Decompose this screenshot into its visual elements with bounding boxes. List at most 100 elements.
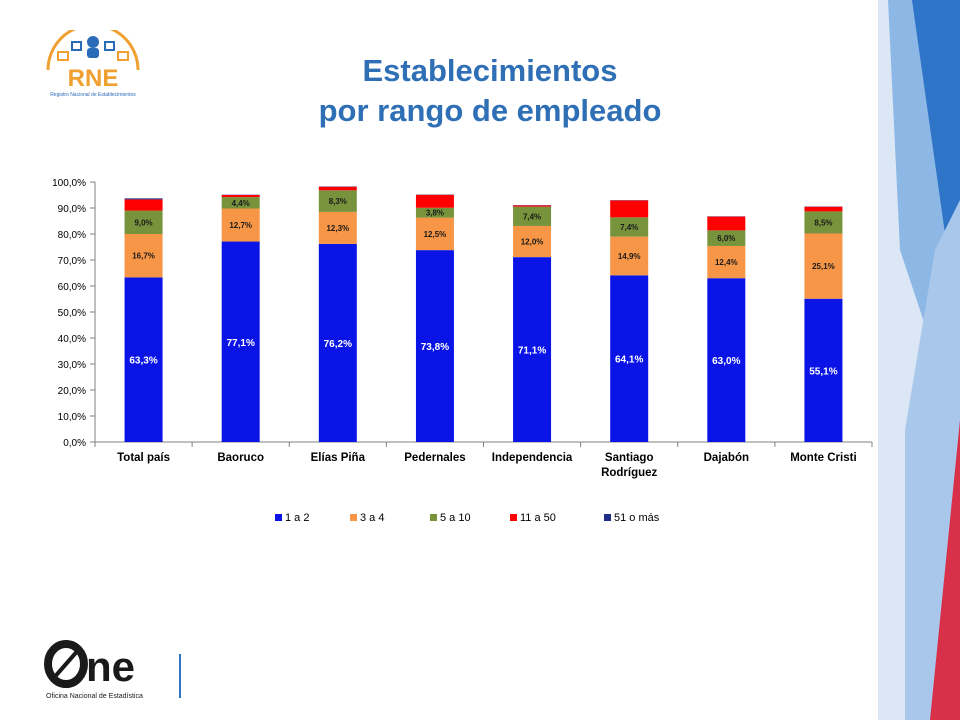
bar-segment: [221, 197, 260, 209]
bar-segment: [415, 207, 454, 218]
data-label: 12,3%: [326, 224, 349, 233]
page-title-line2: por rango de empleado: [318, 93, 662, 128]
bar-segment: [804, 298, 843, 442]
rne-logo: RNE Registro Nacional de Establecimiento…: [46, 30, 140, 98]
x-tick-label: Dajabón: [704, 452, 749, 464]
bar-segment: [415, 250, 454, 442]
y-tick-label: 90,0%: [58, 204, 86, 215]
x-tick-label: Monte Cristi: [790, 452, 856, 464]
chart-data-labels: 63,3% 16,7% 9,0% 77,1% 12,7% 4,4% 76,2% 12,3% 8,…: [129, 197, 837, 377]
data-label: 12,5%: [424, 230, 447, 239]
y-tick-label: 10,0%: [58, 412, 86, 423]
bar-segment: [415, 217, 454, 251]
bar-segment: [804, 206, 843, 212]
bar-segment: [707, 230, 746, 246]
bar-segment: [610, 200, 649, 218]
legend-label: 51 o más: [614, 512, 660, 524]
bar-segment: [415, 194, 454, 208]
data-label: 73,8%: [421, 342, 449, 353]
legend-swatch: [350, 514, 357, 521]
data-label: 12,4%: [715, 258, 738, 267]
bar-segment: [804, 211, 843, 234]
x-tick-label: Rodríguez: [601, 467, 657, 479]
bar-segment: [124, 234, 163, 278]
data-label: 8,5%: [814, 218, 832, 227]
y-tick-label: 60,0%: [58, 282, 86, 293]
bar-segment: [221, 195, 260, 198]
data-label: 63,0%: [712, 356, 740, 367]
bar-segment: [124, 277, 163, 442]
bar-segment: [124, 198, 163, 200]
bar-segment: [513, 257, 552, 442]
y-tick-label: 20,0%: [58, 386, 86, 397]
y-tick-label: 40,0%: [58, 334, 86, 345]
bar-segment: [610, 217, 649, 237]
bar-segment: [221, 208, 260, 242]
data-label: 7,4%: [523, 212, 541, 221]
legend-label: 11 a 50: [520, 512, 556, 524]
data-label: 25,1%: [812, 262, 835, 271]
one-logo-text: ne: [86, 643, 135, 690]
bar-segment: [707, 245, 746, 279]
bar-segment: [804, 233, 843, 299]
chart-bars: [124, 186, 843, 442]
bar-segment: [610, 236, 649, 276]
data-label: 63,3%: [129, 356, 157, 367]
x-tick-label: Pedernales: [404, 452, 465, 464]
bar-segment: [221, 241, 260, 442]
bar-segment: [318, 211, 357, 244]
deco-band-red: [930, 420, 960, 720]
bar-segment: [124, 210, 163, 234]
page-title-line1: Establecimientos: [362, 53, 618, 88]
bar-segment: [318, 243, 357, 442]
x-tick-label: Independencia: [492, 452, 573, 464]
chart-legend: 1 a 2 3 a 4 5 a 10 11 a 50 51 o más: [275, 512, 660, 524]
y-tick-label: 0,0%: [63, 438, 86, 449]
legend-label: 1 a 2: [285, 512, 309, 524]
data-label: 12,0%: [521, 238, 544, 247]
x-tick-label: Santiago: [605, 452, 654, 464]
bar-segment: [513, 205, 552, 207]
bar-segment: [124, 199, 163, 211]
rne-logo-subtitle: Registro Nacional de Establecimientos: [50, 92, 136, 98]
legend-swatch: [604, 514, 611, 521]
data-label: 3,8%: [426, 209, 444, 218]
data-label: 4,4%: [232, 199, 250, 208]
bar-segment: [513, 225, 552, 258]
x-tick-label: Baoruco: [217, 452, 264, 464]
data-label: 16,7%: [132, 252, 155, 261]
legend-swatch: [430, 514, 437, 521]
legend-swatch: [275, 514, 282, 521]
x-tick-label: Total país: [117, 452, 170, 464]
bar-segment: [707, 278, 746, 442]
data-label: 6,0%: [717, 234, 735, 243]
legend-label: 5 a 10: [440, 512, 471, 524]
data-label: 71,1%: [518, 346, 546, 357]
legend-label: 3 a 4: [360, 512, 384, 524]
data-label: 64,1%: [615, 355, 643, 366]
data-label: 12,7%: [229, 221, 252, 230]
data-label: 8,3%: [329, 197, 347, 206]
y-tick-label: 30,0%: [58, 360, 86, 371]
chart-axes: 0,0% 10,0% 20,0% 30,0% 40,0% 50,0% 60,0% 70,0% 8…: [52, 178, 873, 479]
y-tick-label: 70,0%: [58, 256, 86, 267]
x-tick-label: Elías Piña: [311, 452, 366, 464]
y-tick-label: 100,0%: [52, 178, 86, 189]
y-tick-label: 50,0%: [58, 308, 86, 319]
data-label: 14,9%: [618, 252, 641, 261]
data-label: 9,0%: [134, 218, 152, 227]
data-label: 77,1%: [227, 338, 255, 349]
data-label: 76,2%: [324, 339, 352, 350]
bar-segment: [318, 186, 357, 191]
bar-segment: [513, 206, 552, 226]
y-tick-label: 80,0%: [58, 230, 86, 241]
data-label: 55,1%: [809, 366, 837, 377]
bar-segment: [610, 275, 649, 442]
bar-segment: [707, 216, 746, 231]
bar-segment: [318, 190, 357, 212]
data-label: 7,4%: [620, 223, 638, 232]
legend-swatch: [510, 514, 517, 521]
one-logo: ne Oficina Nacional de Estadística: [44, 640, 181, 700]
